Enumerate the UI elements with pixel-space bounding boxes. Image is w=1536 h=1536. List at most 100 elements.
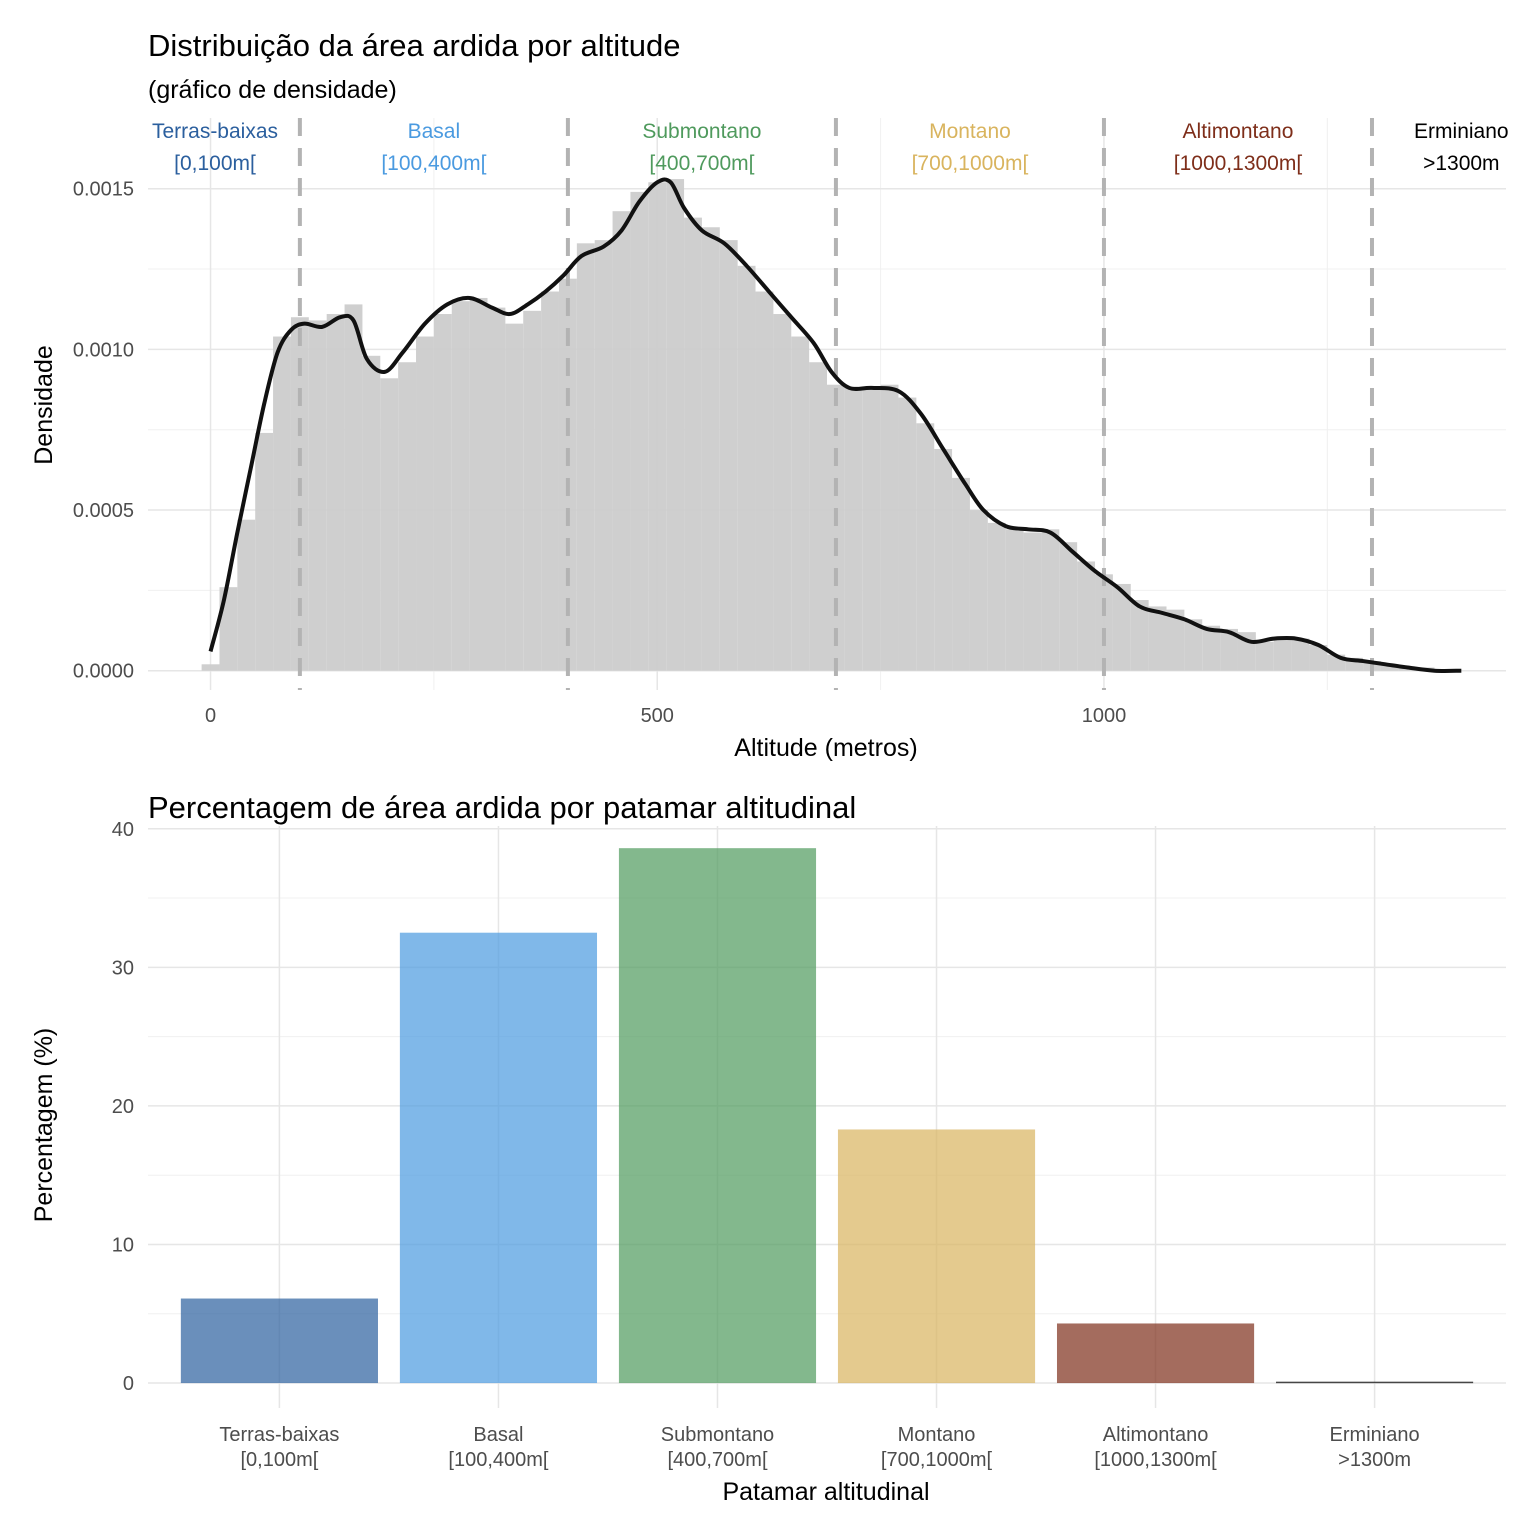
y-tick-label: 0.0015 xyxy=(73,179,134,201)
category-range-label: >1300m xyxy=(1338,1449,1411,1471)
bar-submontano xyxy=(618,848,817,1384)
histogram-bar xyxy=(827,384,845,671)
histogram-bar xyxy=(791,336,810,671)
histogram-bar xyxy=(952,477,970,671)
histogram-bar xyxy=(344,304,363,671)
category-range-label: [700,1000m[ xyxy=(881,1449,993,1471)
histogram-bar xyxy=(969,510,988,671)
bar-y-axis-title: Percentagem (%) xyxy=(30,1028,58,1223)
zone-boundary-lines xyxy=(297,118,1374,690)
density-curve xyxy=(208,177,1462,673)
zone-range-label: [700,1000m[ xyxy=(912,152,1029,175)
histogram-bar xyxy=(558,278,577,671)
zone-range-label: >1300m xyxy=(1423,152,1499,175)
histogram-bar xyxy=(398,362,417,671)
category-range-label: [1000,1300m[ xyxy=(1094,1449,1217,1471)
histogram-bar xyxy=(255,432,274,671)
x-tick-label: 500 xyxy=(641,705,674,727)
histogram-bar xyxy=(1112,583,1131,671)
density-curve-group xyxy=(208,177,1462,673)
histogram-bar xyxy=(898,397,917,671)
y-tick-label: 30 xyxy=(112,957,134,979)
histogram-bar xyxy=(326,314,345,671)
zone-range-label: [100,400m[ xyxy=(381,152,486,175)
histogram-bar xyxy=(1273,638,1292,671)
bar-panel: Percentagem de área ardida por patamar a… xyxy=(30,790,1506,1506)
histogram-bar xyxy=(1130,600,1149,671)
histogram-bar xyxy=(773,314,792,671)
density-y-ticks: 0.0000 0.0005 0.0010 0.0015 xyxy=(73,179,134,683)
histogram-bar xyxy=(1059,542,1078,671)
y-tick-label: 10 xyxy=(112,1234,134,1256)
zone-name-label: Montano xyxy=(929,120,1011,143)
category-name-label: Submontano xyxy=(661,1424,774,1446)
zone-name-label: Terras-baixas xyxy=(152,120,278,143)
bar-series xyxy=(180,848,1474,1384)
density-x-ticks: 0 500 1000 xyxy=(205,705,1126,727)
histogram-bar xyxy=(416,336,434,671)
zone-range-label: [1000,1300m[ xyxy=(1174,152,1303,175)
histogram-bar xyxy=(934,448,953,671)
histogram-bar xyxy=(1095,574,1113,671)
histogram-bar xyxy=(362,355,381,671)
zone-range-label: [0,100m[ xyxy=(174,152,256,175)
histogram-bar xyxy=(612,211,631,671)
histogram-bar xyxy=(1255,641,1274,671)
category-name-label: Terras-baixas xyxy=(219,1424,339,1446)
y-tick-label: 0.0010 xyxy=(73,339,134,361)
category-name-label: Basal xyxy=(473,1424,523,1446)
histogram-bar xyxy=(1380,664,1399,671)
x-tick-label: 0 xyxy=(205,705,216,727)
histogram-bar xyxy=(844,387,863,671)
histogram-bar xyxy=(451,301,470,671)
bar-chart-title: Percentagem de área ardida por patamar a… xyxy=(148,790,856,825)
histogram-bar xyxy=(719,240,738,671)
zone-name-label: Basal xyxy=(408,120,461,143)
bar-x-axis-title: Patamar altitudinal xyxy=(722,1478,929,1506)
bar-altimontano xyxy=(1056,1323,1255,1384)
zone-name-label: Altimontano xyxy=(1183,120,1294,143)
density-chart-title: Distribuição da área ardida por altitude xyxy=(148,28,680,63)
histogram-bar xyxy=(201,664,220,671)
histogram-bar xyxy=(523,310,542,671)
histogram-bar xyxy=(505,323,524,671)
category-name-label: Altimontano xyxy=(1103,1424,1209,1446)
bar-category-labels: Terras-baixas [0,100m[Basal [100,400m[Subm… xyxy=(219,1424,1419,1471)
histogram-bar xyxy=(273,336,291,671)
histogram-bar xyxy=(1041,529,1060,671)
histogram-bar xyxy=(701,227,720,671)
histogram-bar xyxy=(433,314,452,671)
histogram-bar xyxy=(1023,532,1042,671)
bar-montano xyxy=(837,1129,1036,1384)
histogram-bar xyxy=(237,519,256,671)
histogram-bar xyxy=(862,387,881,671)
histogram-bar xyxy=(1220,628,1238,671)
category-name-label: Montano xyxy=(898,1424,976,1446)
histogram-bar xyxy=(684,217,702,671)
histogram-bar xyxy=(880,384,899,671)
histogram-bar xyxy=(1184,619,1203,671)
histogram-bar xyxy=(1005,529,1024,671)
histogram-bar xyxy=(487,307,506,671)
y-tick-label: 40 xyxy=(112,819,134,841)
zone-annotations: Terras-baixas [0,100m[Basal [100,400m[Subm… xyxy=(152,120,1509,175)
histogram-bar xyxy=(755,291,774,671)
histogram-bar xyxy=(1309,645,1328,671)
y-tick-label: 0.0000 xyxy=(73,661,134,683)
density-chart-subtitle: (gráfico de densidade) xyxy=(148,76,397,104)
bar-basal xyxy=(399,932,598,1384)
bar-y-ticks: 0 10 20 30 40 xyxy=(112,819,134,1395)
zone-range-label: [400,700m[ xyxy=(649,152,754,175)
bar-erminiano xyxy=(1276,1381,1474,1384)
density-panel: Distribuição da área ardida por altitude… xyxy=(30,28,1509,762)
bar-terras-baixas xyxy=(180,1298,378,1384)
histogram-bar xyxy=(380,378,399,671)
histogram-bar xyxy=(987,522,1006,671)
x-tick-label: 1000 xyxy=(1082,705,1127,727)
histogram-bar xyxy=(916,423,935,671)
density-x-axis-title: Altitude (metros) xyxy=(734,734,917,762)
histogram-bar xyxy=(630,191,649,671)
histogram-bar xyxy=(1166,609,1185,671)
histogram-bar xyxy=(666,179,685,671)
